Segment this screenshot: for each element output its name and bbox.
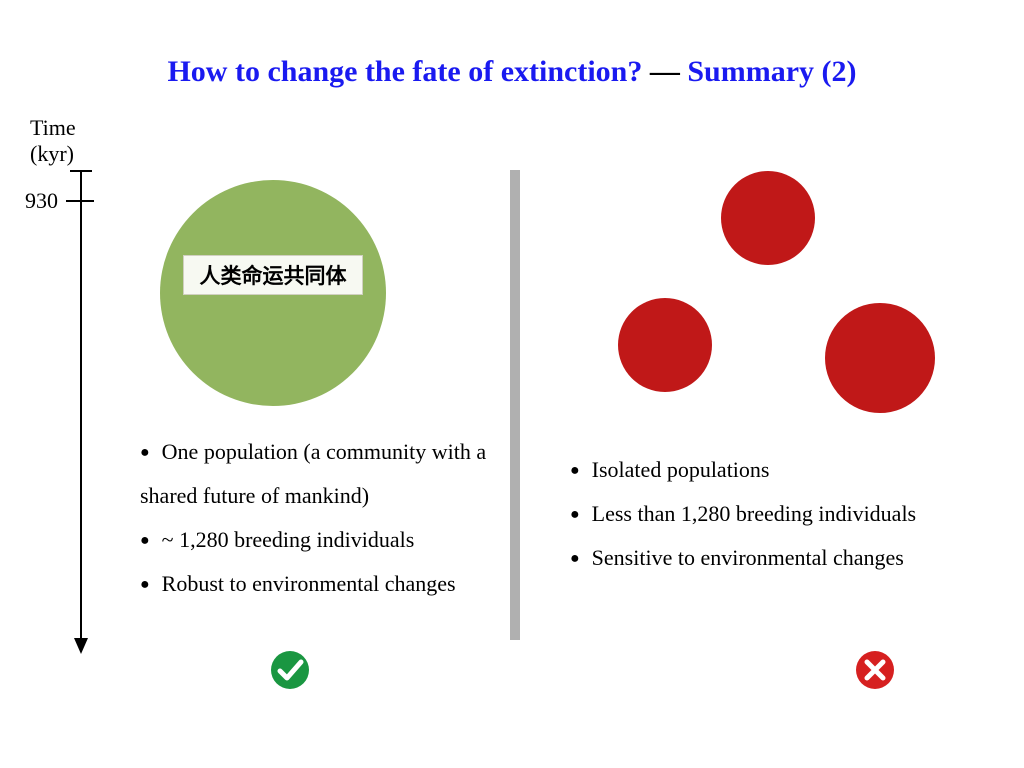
left-circle-label: 人类命运共同体 [183,255,363,295]
slide-title: How to change the fate of extinction? — … [0,55,1024,89]
bullet-item: One population (a community with a share… [140,430,500,518]
title-part2: Summary (2) [687,55,856,88]
title-dash: — [650,55,688,88]
right-population-circle-1 [721,171,815,265]
axis-label-line2: (kyr) [30,141,74,166]
time-axis-tick-label: 930 [25,188,58,214]
bullet-item: Sensitive to environmental changes [570,536,990,580]
right-population-circle-2 [618,298,712,392]
axis-label-line1: Time [30,115,76,140]
center-divider [510,170,520,640]
axis-label: Time (kyr) [30,115,76,168]
time-axis-tick [66,200,94,202]
cross-icon [855,650,895,690]
time-axis-line [80,170,82,640]
checkmark-icon [270,650,310,690]
bullet-item: ~ 1,280 breeding individuals [140,518,500,562]
title-part1: How to change the fate of extinction? [167,55,642,88]
left-bullet-list: One population (a community with a share… [140,430,500,606]
right-bullet-list: Isolated populationsLess than 1,280 bree… [570,448,990,580]
time-axis-arrow-icon [74,638,88,654]
right-population-circle-3 [825,303,935,413]
bullet-item: Isolated populations [570,448,990,492]
time-axis-topcap [70,170,92,172]
bullet-item: Less than 1,280 breeding individuals [570,492,990,536]
bullet-item: Robust to environmental changes [140,562,500,606]
